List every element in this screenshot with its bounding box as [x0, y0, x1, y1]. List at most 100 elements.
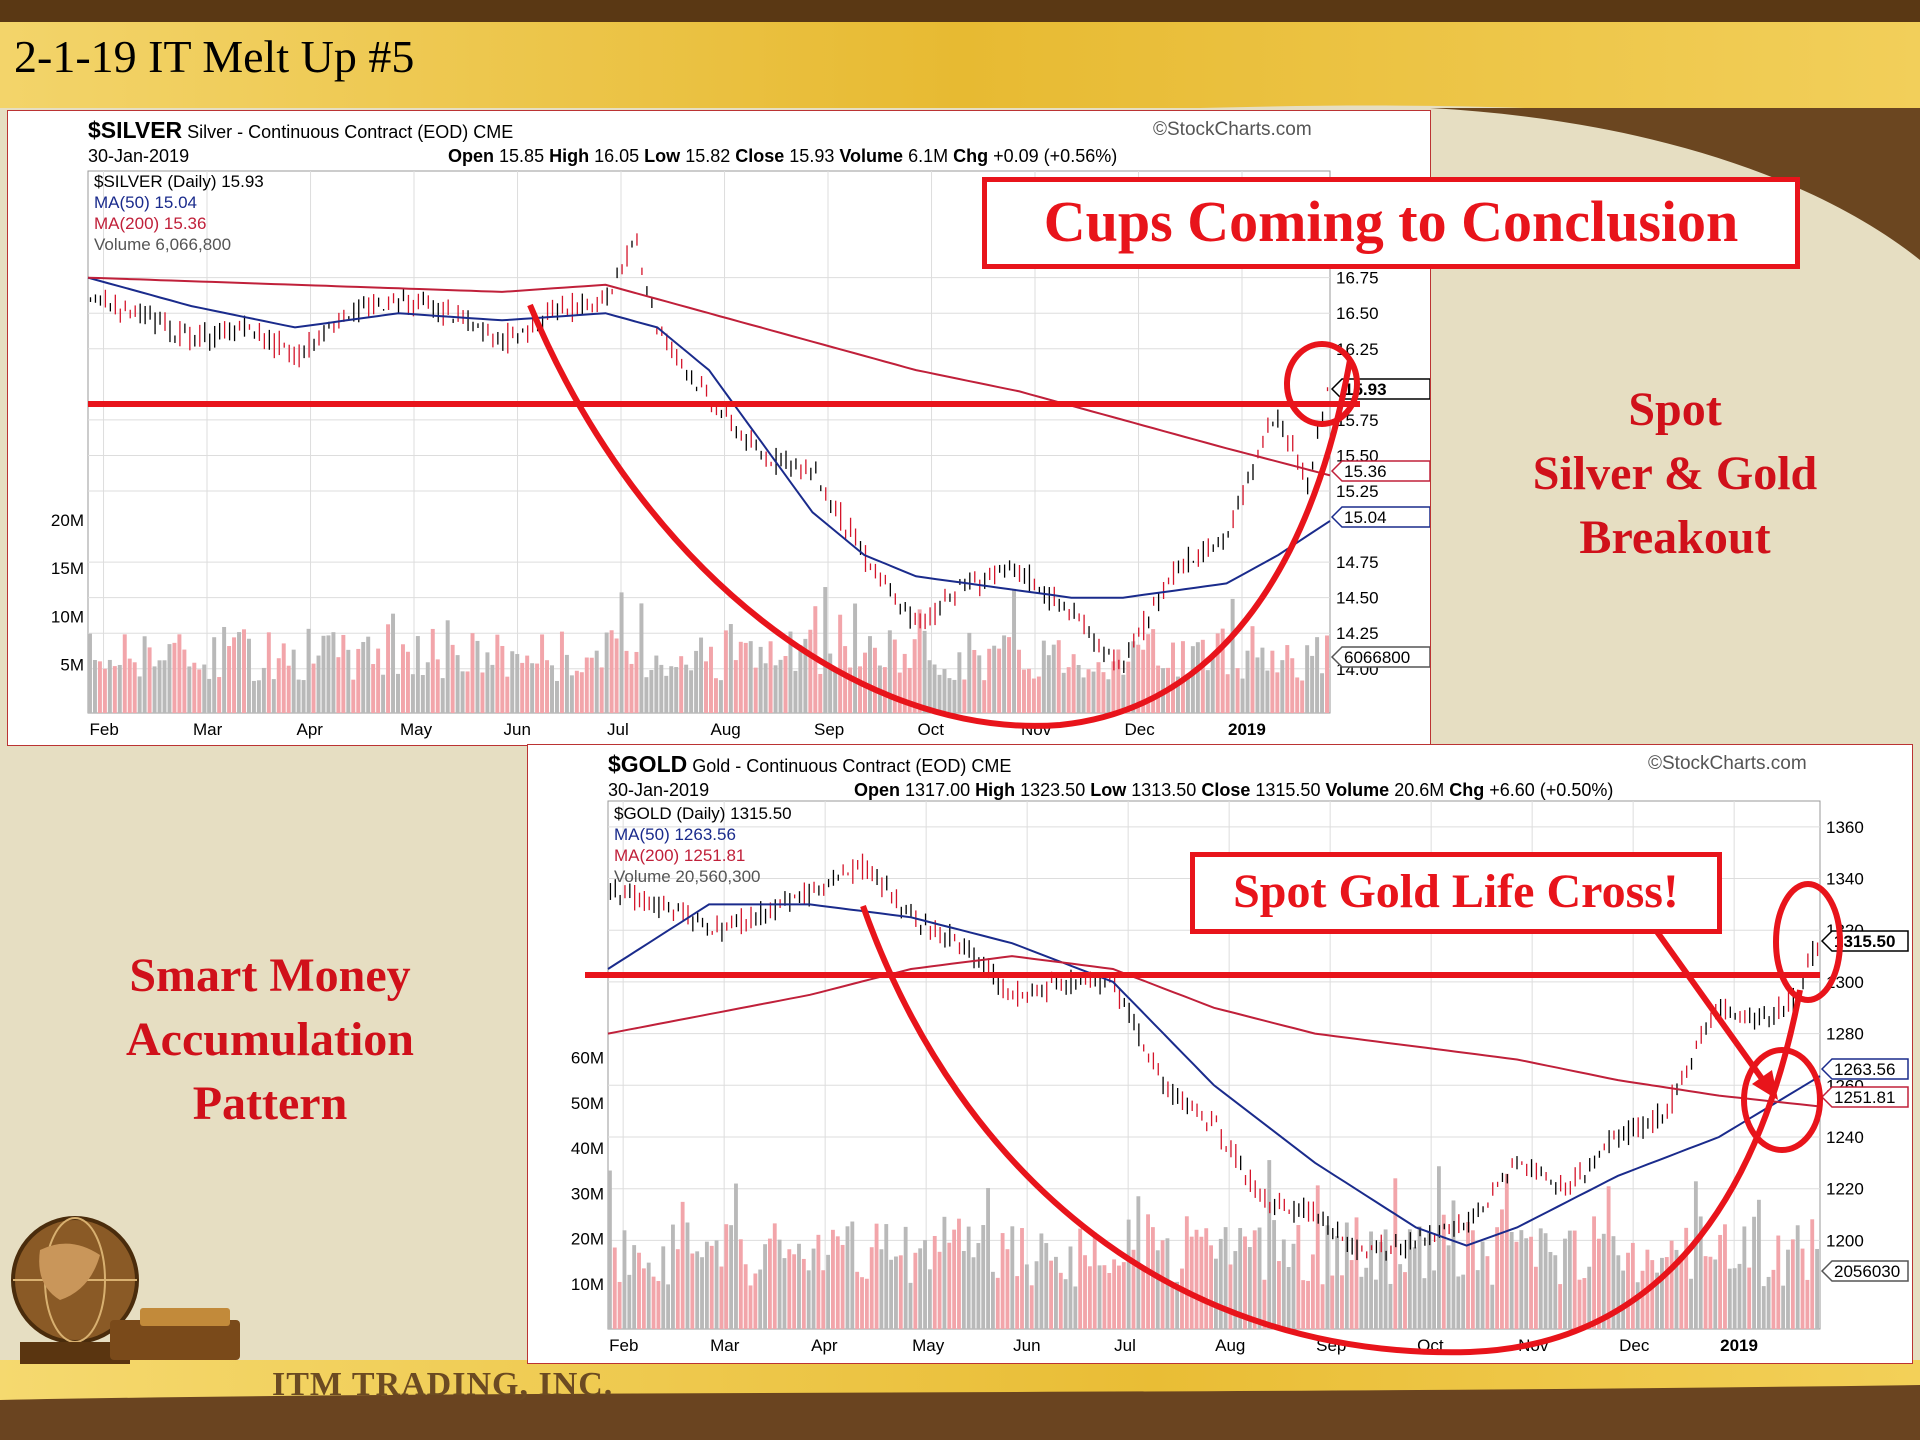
gold-volume-bar	[1698, 1216, 1703, 1329]
gold-volume-bar	[1286, 1267, 1291, 1329]
gold-x-tick-label: May	[912, 1336, 945, 1355]
silver-volume-bar	[1175, 676, 1180, 713]
gold-volume-bar	[1412, 1247, 1417, 1329]
spot-breakout-text: Spot Silver & Gold Breakout	[1532, 383, 1818, 564]
silver-volume-bar	[1220, 628, 1225, 713]
silver-volume-bar	[1255, 657, 1260, 713]
silver-volume-bar	[838, 614, 843, 713]
gold-volume-bar	[1388, 1283, 1393, 1329]
gold-volume-bar	[1087, 1266, 1092, 1329]
silver-volume-bar	[758, 646, 763, 713]
gold-volume-bar	[1645, 1249, 1650, 1329]
gold-volume-bar	[627, 1274, 632, 1329]
gold-volume-bar	[1495, 1227, 1500, 1329]
silver-x-tick-label: Jul	[607, 720, 629, 739]
silver-volume-bar	[1021, 669, 1026, 713]
silver-volume-bar	[515, 654, 520, 713]
gold-volume-bar	[724, 1224, 729, 1329]
silver-volume-bar	[882, 667, 887, 713]
gold-volume-bar	[1194, 1229, 1199, 1329]
gold-date: 30-Jan-2019	[608, 780, 710, 800]
gold-volume-bar	[1117, 1265, 1121, 1329]
silver-date: 30-Jan-2019	[88, 146, 190, 166]
silver-volume-bar	[1046, 655, 1051, 713]
silver-volume-bar	[326, 635, 331, 713]
gold-volume-bar	[763, 1244, 767, 1329]
silver-volume-bar	[1007, 637, 1012, 713]
gold-volume-bar	[1441, 1214, 1446, 1329]
silver-volume-bar	[1091, 671, 1096, 713]
gold-x-tick-label: Mar	[710, 1336, 740, 1355]
gold-volume-bar	[1422, 1278, 1427, 1329]
silver-y-tick-label: 16.75	[1336, 269, 1379, 288]
silver-volume-bar	[251, 680, 256, 713]
silver-volume-bar	[704, 661, 708, 713]
gold-volume-bar	[976, 1243, 981, 1329]
gold-exchange: CME	[971, 756, 1012, 776]
gold-volume-bar	[1723, 1224, 1727, 1329]
silver-volume-bar	[445, 620, 450, 713]
gold-volume-bar	[1752, 1216, 1756, 1329]
gold-volume-bar	[700, 1257, 704, 1329]
gold-watermark: ©StockCharts.com	[1648, 753, 1807, 774]
silver-volume-bar	[589, 657, 594, 713]
silver-volume-bar	[932, 664, 937, 713]
silver-volume-bar	[88, 633, 92, 713]
gold-volume-bar	[680, 1201, 685, 1329]
gold-volume-bar	[889, 1259, 894, 1329]
silver-volume-bar	[261, 667, 266, 713]
silver-volume-bar	[1190, 646, 1195, 713]
gold-volume-bar	[990, 1271, 995, 1329]
silver-volume-bar	[182, 649, 187, 713]
silver-volume-bar	[1200, 639, 1205, 713]
gold-volume-bar	[1097, 1265, 1102, 1329]
gold-volume-bar	[1204, 1228, 1209, 1329]
gold-volume-bar	[932, 1235, 937, 1329]
silver-volume-bar	[853, 603, 858, 713]
gold-volume-bar	[1577, 1279, 1582, 1329]
silver-volume-bar	[664, 675, 669, 713]
gold-volume-bar	[622, 1230, 627, 1329]
silver-volume-bar	[187, 666, 192, 713]
silver-volume-bar	[833, 670, 838, 713]
silver-y-tick-label: 16.50	[1336, 304, 1379, 323]
gold-volume-bar	[1679, 1255, 1684, 1329]
silver-volume-bar	[306, 628, 311, 713]
silver-exchange: CME	[473, 122, 514, 142]
gold-volume-bar	[1524, 1238, 1529, 1329]
silver-volume-bar	[1136, 644, 1141, 713]
silver-price-tag-label: 15.93	[1344, 380, 1387, 399]
silver-volume-bar	[1041, 640, 1046, 713]
silver-volume-bar	[639, 603, 644, 713]
silver-volume-bar	[405, 651, 410, 713]
gold-volume-bar	[1432, 1270, 1437, 1329]
silver-volume-bar	[97, 661, 102, 713]
gold-volume-bar	[671, 1224, 675, 1329]
gold-volume-bar	[1519, 1230, 1524, 1329]
silver-volume-tick-label: 15M	[51, 559, 84, 578]
gold-volume-bar	[1543, 1233, 1548, 1329]
gold-volume-bar	[1165, 1238, 1170, 1329]
silver-y-tick-label: 14.25	[1336, 624, 1379, 643]
gold-volume-bar	[1417, 1226, 1422, 1329]
gold-volume-bar	[1563, 1238, 1567, 1329]
silver-volume-bar	[1325, 635, 1329, 713]
silver-name: Silver - Continuous Contract (EOD)	[187, 122, 469, 142]
gold-volume-bar	[1713, 1259, 1718, 1329]
gold-volume-bar	[995, 1277, 1000, 1329]
gold-volume-bar	[1214, 1258, 1218, 1329]
silver-volume-bar	[982, 680, 987, 713]
silver-volume-bar	[177, 634, 182, 713]
silver-volume-bar	[1235, 668, 1240, 713]
silver-y-tick-label: 16.25	[1336, 340, 1379, 359]
silver-volume-bar	[157, 660, 162, 713]
silver-volume-bar	[1036, 676, 1041, 713]
gold-volume-bar	[1601, 1233, 1606, 1329]
silver-volume-bar	[1141, 649, 1146, 713]
gold-volume-tick-label: 10M	[571, 1275, 604, 1294]
silver-volume-bar	[1300, 680, 1305, 713]
silver-x-tick-label: May	[400, 720, 433, 739]
gold-volume-bar	[1771, 1269, 1776, 1329]
silver-volume-bar	[902, 653, 907, 713]
silver-volume-bar	[718, 680, 723, 713]
